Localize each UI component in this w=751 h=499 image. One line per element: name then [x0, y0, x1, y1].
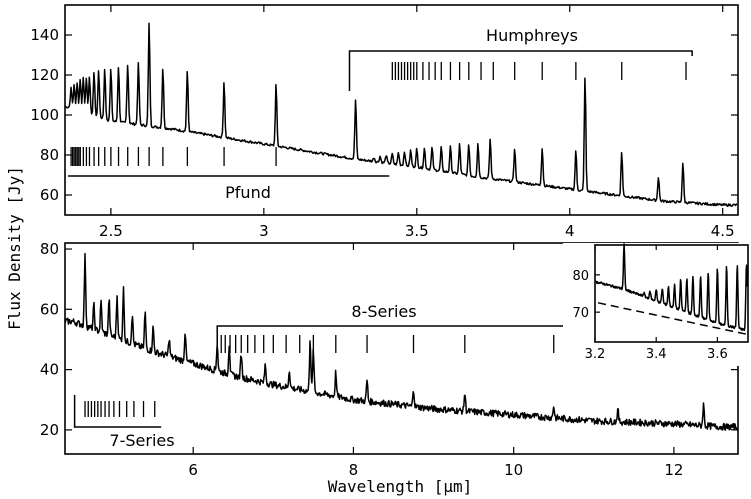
- y-tick-label: 60: [40, 300, 59, 318]
- y-tick-label: 40: [40, 361, 59, 379]
- seven-series-bracket: [73, 395, 162, 428]
- top-panel: 2.5 3 3.5 4 4.5 60 80 100 120 140 Pfund Humphreys: [30, 4, 739, 240]
- inset-panel: 3.2 3.4 3.6 70 80: [563, 243, 751, 366]
- spectrum-line: [64, 252, 738, 431]
- y-tick-label: 80: [572, 269, 589, 284]
- x-tick-label: 3.6: [707, 347, 728, 362]
- y-tick-label: 140: [30, 26, 59, 44]
- axes-frame: [594, 244, 749, 343]
- x-tick-label: 3.4: [646, 347, 667, 362]
- y-tick-label: 100: [30, 106, 59, 124]
- y-tick-label: 20: [40, 421, 59, 439]
- y-tick-label: 120: [30, 66, 59, 84]
- eight-series-bracket: [216, 325, 567, 353]
- seven-series-label: 7-Series: [109, 431, 174, 450]
- axes-frame: [64, 4, 739, 216]
- x-tick-label: 3.2: [585, 347, 606, 362]
- humphreys-label: Humphreys: [486, 26, 578, 45]
- spectrum-line: [65, 22, 738, 207]
- x-tick-label: 3.5: [405, 222, 429, 240]
- humphreys-bracket: [348, 50, 693, 91]
- y-tick-label: 60: [40, 186, 59, 204]
- x-tick-label: 6: [188, 461, 198, 479]
- x-tick-label: 12: [664, 461, 683, 479]
- x-tick-label: 8: [349, 461, 359, 479]
- eight-series-label: 8-Series: [351, 302, 416, 321]
- y-tick-label: 80: [40, 146, 59, 164]
- y-axis-title: Flux Density [Jy]: [5, 166, 24, 330]
- pfund-label: Pfund: [225, 183, 271, 202]
- y-tick-label: 70: [572, 306, 589, 321]
- x-tick-label: 4.5: [711, 222, 735, 240]
- x-tick-label: 3: [259, 222, 269, 240]
- x-tick-label: 10: [504, 461, 523, 479]
- x-axis-title: Wavelength [μm]: [328, 477, 473, 496]
- inset-spectrum-line: [595, 243, 748, 332]
- x-tick-label: 2.5: [99, 222, 123, 240]
- y-tick-label: 80: [40, 240, 59, 258]
- x-tick-label: 4: [565, 222, 575, 240]
